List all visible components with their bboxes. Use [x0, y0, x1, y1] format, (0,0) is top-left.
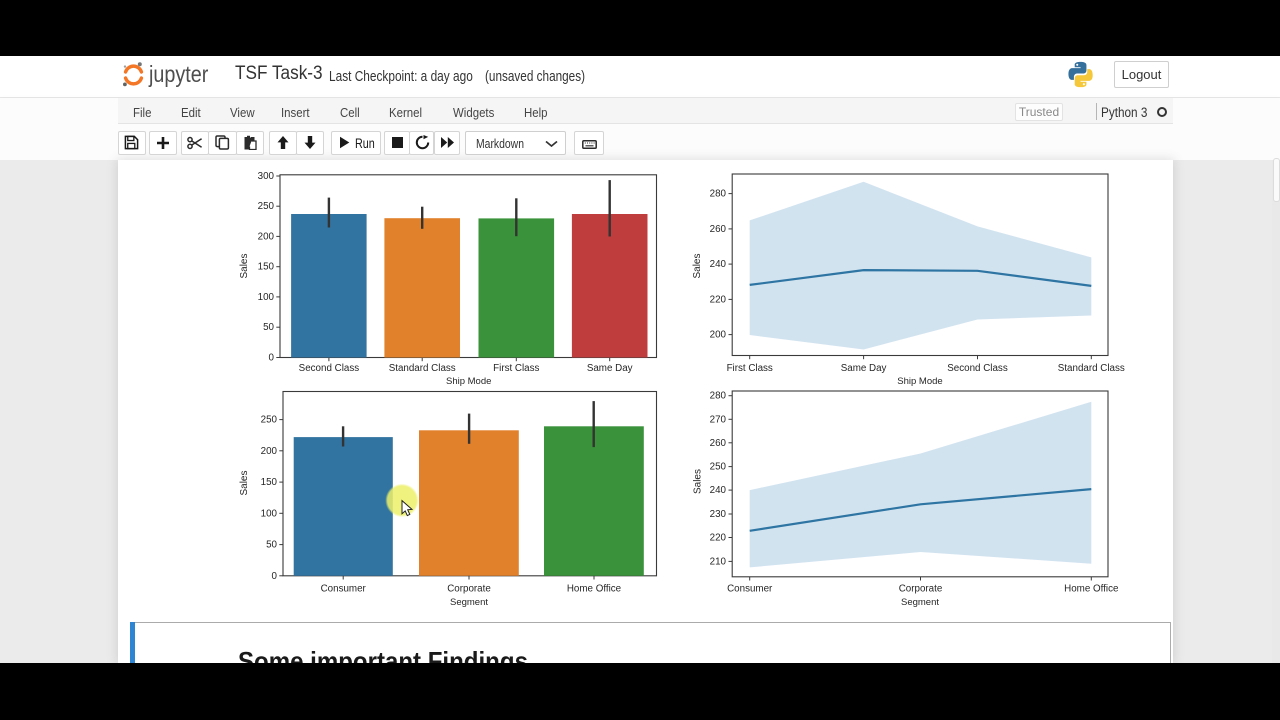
- svg-text:0: 0: [269, 353, 275, 364]
- svg-text:Same Day: Same Day: [841, 363, 887, 374]
- svg-text:240: 240: [710, 485, 727, 496]
- svg-text:Sales: Sales: [693, 469, 704, 494]
- svg-text:260: 260: [710, 224, 727, 235]
- svg-text:First Class: First Class: [727, 363, 773, 374]
- svg-text:300: 300: [258, 171, 275, 182]
- svg-text:220: 220: [710, 533, 727, 544]
- svg-text:Ship Mode: Ship Mode: [446, 376, 491, 387]
- svg-text:150: 150: [261, 477, 278, 488]
- svg-text:250: 250: [710, 462, 727, 473]
- svg-text:Sales: Sales: [239, 470, 250, 495]
- svg-text:50: 50: [266, 540, 277, 551]
- svg-text:Segment: Segment: [901, 597, 939, 608]
- svg-text:Corporate: Corporate: [899, 584, 943, 595]
- svg-text:Consumer: Consumer: [727, 584, 773, 595]
- svg-text:250: 250: [258, 201, 275, 212]
- svg-text:230: 230: [710, 509, 727, 520]
- svg-text:First Class: First Class: [493, 363, 539, 374]
- svg-text:220: 220: [710, 294, 727, 305]
- svg-text:200: 200: [261, 446, 278, 457]
- svg-text:240: 240: [710, 259, 727, 270]
- svg-text:260: 260: [710, 438, 727, 449]
- svg-text:210: 210: [710, 556, 727, 567]
- svg-text:Same Day: Same Day: [587, 363, 633, 374]
- svg-text:Corporate: Corporate: [447, 584, 491, 595]
- svg-text:200: 200: [258, 231, 275, 242]
- svg-text:200: 200: [710, 330, 727, 341]
- svg-text:100: 100: [258, 292, 275, 303]
- svg-text:Segment: Segment: [450, 597, 488, 608]
- svg-text:0: 0: [272, 571, 278, 582]
- svg-text:Sales: Sales: [239, 253, 250, 278]
- svg-text:270: 270: [710, 414, 727, 425]
- svg-text:100: 100: [261, 508, 278, 519]
- svg-text:Consumer: Consumer: [321, 584, 367, 595]
- svg-text:280: 280: [710, 189, 727, 200]
- svg-text:50: 50: [263, 322, 274, 333]
- svg-text:Home Office: Home Office: [1064, 584, 1119, 595]
- svg-text:Second Class: Second Class: [299, 363, 360, 374]
- svg-text:250: 250: [261, 415, 278, 426]
- svg-text:Ship Mode: Ship Mode: [897, 376, 942, 387]
- svg-text:Standard Class: Standard Class: [389, 363, 456, 374]
- svg-text:Sales: Sales: [692, 253, 703, 278]
- svg-text:Standard Class: Standard Class: [1058, 363, 1125, 374]
- svg-text:150: 150: [258, 262, 275, 273]
- svg-text:Home Office: Home Office: [567, 584, 622, 595]
- svg-text:280: 280: [710, 391, 727, 402]
- svg-text:Second Class: Second Class: [947, 363, 1008, 374]
